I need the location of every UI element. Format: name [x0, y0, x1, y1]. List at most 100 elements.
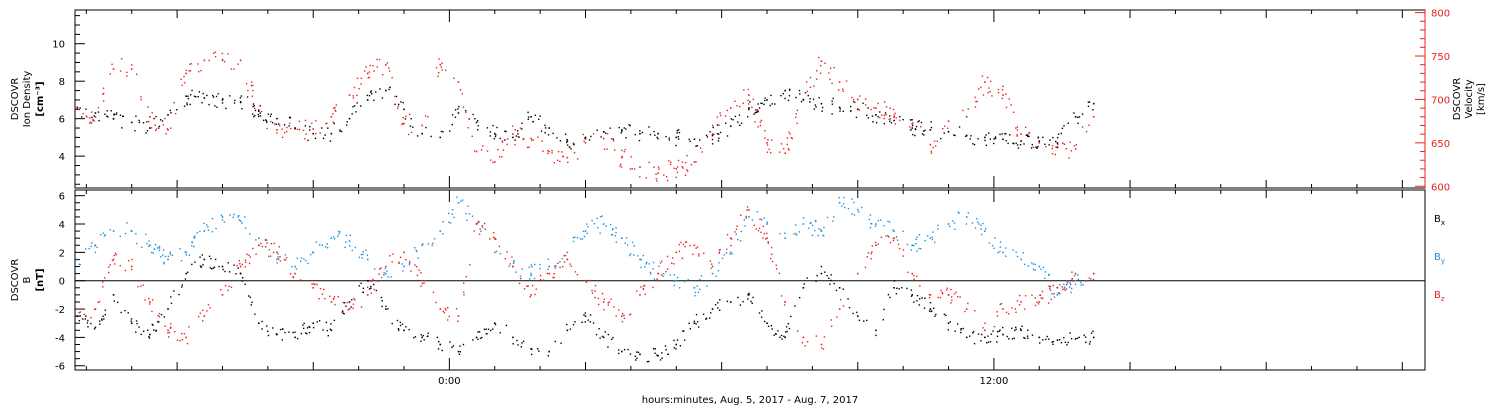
by-point — [1063, 287, 1065, 290]
bz-point — [473, 230, 475, 232]
bz-point — [329, 295, 331, 297]
velocity-point — [567, 161, 569, 164]
bx-point — [824, 271, 826, 273]
bz-point — [1038, 301, 1041, 303]
bx-point — [302, 324, 304, 326]
bx-point — [639, 353, 641, 356]
bx-point — [486, 333, 488, 335]
velocity-point — [391, 76, 393, 79]
density-point — [1049, 139, 1051, 141]
bx-point — [227, 262, 229, 264]
by-point — [387, 276, 389, 278]
density-point — [1030, 147, 1033, 149]
velocity-point — [385, 63, 387, 66]
velocity-point — [1085, 130, 1088, 133]
velocity-point — [936, 140, 939, 143]
bx-point — [637, 351, 640, 354]
density-point — [76, 106, 79, 109]
density-point — [1027, 135, 1029, 137]
density-point — [972, 143, 974, 145]
velocity-point — [716, 116, 719, 118]
by-point — [649, 271, 652, 274]
bx-point — [763, 320, 766, 323]
velocity-point — [873, 107, 875, 109]
bx-point — [747, 298, 749, 300]
bx-point — [705, 318, 707, 320]
bz-point — [206, 310, 208, 312]
by-point — [465, 212, 467, 215]
by-point — [779, 232, 781, 235]
density-point — [534, 114, 536, 116]
bz-point — [796, 330, 799, 332]
by-point — [1032, 268, 1035, 270]
bx-point — [1015, 328, 1017, 331]
bx-point — [673, 347, 675, 349]
bx-point — [604, 331, 606, 333]
bx-point — [438, 341, 440, 343]
velocity-point — [885, 106, 888, 108]
bx-point — [136, 322, 138, 325]
by-point — [94, 251, 97, 254]
density-point — [677, 129, 680, 131]
velocity-tick-label: 650 — [1431, 139, 1450, 150]
density-point — [333, 122, 335, 125]
velocity-point — [86, 116, 88, 118]
velocity-point — [203, 59, 206, 62]
bx-point — [761, 310, 763, 312]
bx-point — [368, 288, 371, 290]
bz-point — [180, 332, 183, 335]
by-point — [345, 241, 347, 243]
bx-point — [233, 264, 235, 266]
velocity-point — [162, 124, 165, 126]
bz-point — [1071, 278, 1074, 280]
velocity-point — [334, 109, 336, 112]
by-point — [480, 230, 482, 232]
bx-point — [635, 359, 637, 361]
bx-point — [711, 308, 714, 310]
by-point — [916, 236, 918, 238]
velocity-point — [892, 108, 895, 111]
by-point — [601, 215, 603, 217]
velocity-point — [982, 94, 985, 96]
b-tick-label: -6 — [55, 362, 65, 373]
bz-point — [168, 331, 171, 334]
bx-point — [929, 302, 932, 304]
velocity-point — [842, 90, 844, 92]
density-point — [756, 110, 759, 113]
density-point — [416, 135, 419, 137]
bz-point — [1066, 283, 1068, 286]
velocity-point — [553, 162, 556, 164]
by-point — [624, 242, 626, 244]
bz-point — [383, 274, 385, 276]
bx-point — [826, 274, 828, 277]
bz-point — [928, 297, 931, 299]
density-point — [314, 137, 317, 140]
bx-point — [842, 288, 844, 290]
bz-point — [203, 315, 206, 317]
by-point — [965, 216, 968, 218]
bz-point — [366, 294, 369, 296]
bz-point — [689, 244, 691, 247]
velocity-point — [726, 109, 728, 112]
velocity-point — [764, 129, 766, 132]
bz-point — [822, 348, 825, 350]
by-point — [678, 287, 681, 289]
bz-point — [561, 265, 564, 268]
velocity-point — [893, 114, 895, 116]
bx-point — [124, 309, 126, 312]
bx-point — [1088, 343, 1091, 345]
by-point — [916, 250, 918, 252]
bz-point — [1052, 284, 1054, 287]
by-point — [515, 271, 517, 273]
bz-point — [967, 302, 969, 305]
velocity-point — [266, 127, 268, 130]
by-point — [931, 236, 934, 238]
by-point — [362, 253, 364, 256]
by-point — [591, 219, 593, 222]
density-point — [233, 102, 236, 104]
by-point — [78, 263, 80, 265]
by-point — [999, 250, 1001, 253]
velocity-point — [304, 119, 307, 122]
velocity-point — [453, 77, 455, 80]
by-point — [559, 260, 561, 263]
